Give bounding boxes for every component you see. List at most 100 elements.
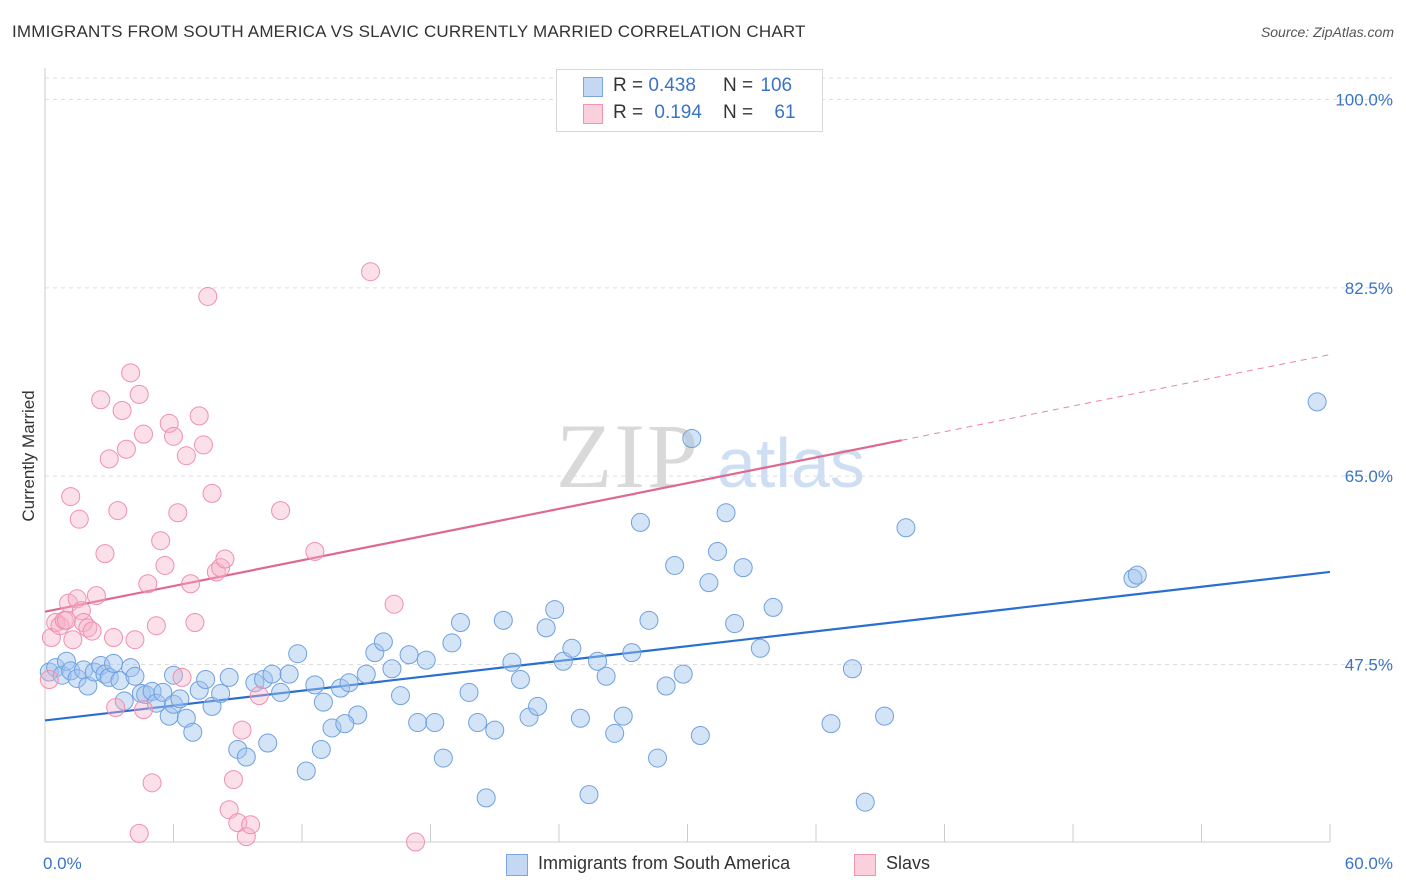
legend-row-blue: R = 0.438 bbox=[613, 75, 696, 97]
legend-n-pink: N = 61 bbox=[723, 102, 796, 124]
data-point bbox=[172, 667, 192, 687]
legend-label-immigrants[interactable]: Immigrants from South America bbox=[538, 853, 791, 873]
data-point bbox=[258, 733, 278, 753]
data-point bbox=[335, 714, 355, 734]
data-point bbox=[104, 653, 124, 673]
data-point bbox=[181, 574, 201, 594]
data-point bbox=[613, 706, 633, 726]
data-point bbox=[896, 518, 916, 538]
data-point bbox=[399, 645, 419, 665]
data-point bbox=[78, 676, 98, 696]
data-point bbox=[146, 616, 166, 636]
axes bbox=[44, 68, 1331, 843]
data-point bbox=[502, 652, 522, 672]
data-point bbox=[202, 483, 222, 503]
data-point bbox=[562, 638, 582, 658]
data-point bbox=[311, 739, 331, 759]
data-point bbox=[288, 644, 308, 664]
data-point bbox=[356, 664, 376, 684]
data-point bbox=[725, 614, 745, 634]
axis-labels: 47.5% 65.0% 82.5% 100.0% 0.0% 60.0% Currently … bbox=[19, 91, 1393, 873]
data-point bbox=[108, 501, 128, 521]
data-point bbox=[164, 694, 183, 714]
series-immigrants-points bbox=[39, 392, 1327, 812]
data-point bbox=[855, 792, 875, 812]
data-point bbox=[82, 621, 102, 641]
data-point bbox=[151, 531, 171, 551]
data-point bbox=[104, 628, 124, 648]
data-point bbox=[189, 680, 209, 700]
legend-swatch-slavs[interactable] bbox=[854, 854, 876, 876]
data-point bbox=[99, 449, 119, 469]
data-point bbox=[622, 643, 642, 663]
data-point bbox=[196, 670, 216, 690]
data-point bbox=[155, 555, 175, 575]
trend-lines bbox=[44, 354, 1331, 722]
legend-r-label: R = bbox=[613, 102, 649, 123]
data-point bbox=[476, 788, 496, 808]
data-point bbox=[382, 659, 402, 679]
data-point bbox=[185, 612, 205, 632]
data-point bbox=[56, 651, 76, 671]
series-legend: Immigrants from South America Slavs bbox=[0, 852, 1406, 878]
data-point bbox=[656, 676, 676, 696]
data-point bbox=[223, 770, 243, 790]
legend-row-pink: R = 0.194 bbox=[613, 102, 702, 124]
data-point bbox=[416, 650, 436, 670]
data-point bbox=[236, 747, 256, 767]
data-point bbox=[159, 706, 179, 726]
data-point bbox=[690, 725, 710, 745]
data-point bbox=[106, 697, 126, 717]
data-point bbox=[262, 664, 282, 684]
data-point bbox=[433, 748, 453, 768]
data-point bbox=[112, 401, 132, 421]
data-point bbox=[153, 682, 173, 702]
data-point bbox=[665, 555, 685, 575]
data-point bbox=[95, 544, 115, 564]
data-point bbox=[545, 600, 565, 620]
y-tick-label: 82.5% bbox=[1345, 279, 1393, 298]
data-point bbox=[707, 541, 727, 561]
data-point bbox=[134, 424, 154, 444]
data-point bbox=[249, 686, 269, 706]
data-point bbox=[39, 670, 59, 690]
legend-label-slavs[interactable]: Slavs bbox=[886, 853, 931, 873]
data-point bbox=[138, 574, 158, 594]
legend-n-value: 106 bbox=[760, 75, 793, 96]
legend-swatch-immigrants[interactable] bbox=[506, 854, 528, 876]
data-point bbox=[630, 512, 650, 532]
legend-n-label: N = bbox=[723, 75, 759, 96]
data-point bbox=[176, 708, 196, 728]
data-point bbox=[450, 612, 470, 632]
data-point bbox=[241, 815, 261, 835]
data-point bbox=[129, 384, 149, 404]
data-point bbox=[296, 761, 316, 781]
chart-title: IMMIGRANTS FROM SOUTH AMERICA VS SLAVIC … bbox=[12, 22, 806, 41]
grid-lines bbox=[45, 77, 1392, 665]
data-point bbox=[408, 713, 428, 733]
data-point bbox=[129, 823, 149, 843]
data-point bbox=[322, 718, 342, 738]
data-point bbox=[236, 827, 256, 847]
legend-n-blue: N = 106 bbox=[723, 75, 792, 97]
data-point bbox=[406, 832, 426, 852]
data-point bbox=[384, 594, 404, 614]
data-point bbox=[183, 722, 203, 742]
data-point bbox=[459, 682, 479, 702]
data-points bbox=[39, 262, 1327, 852]
data-point bbox=[46, 658, 66, 678]
data-point bbox=[1307, 392, 1327, 412]
data-point bbox=[673, 664, 693, 684]
data-point bbox=[485, 720, 505, 740]
watermark-zip: ZIP bbox=[556, 405, 700, 507]
data-point bbox=[211, 684, 231, 704]
data-point bbox=[596, 666, 616, 686]
data-point bbox=[361, 262, 381, 282]
source-label[interactable]: Source: ZipAtlas.com bbox=[1260, 24, 1394, 40]
legend-r-label: R = bbox=[613, 75, 649, 96]
data-point bbox=[339, 673, 359, 693]
data-point bbox=[588, 651, 608, 671]
data-point bbox=[63, 630, 83, 650]
data-point bbox=[67, 589, 87, 609]
trend-line bbox=[44, 439, 902, 613]
